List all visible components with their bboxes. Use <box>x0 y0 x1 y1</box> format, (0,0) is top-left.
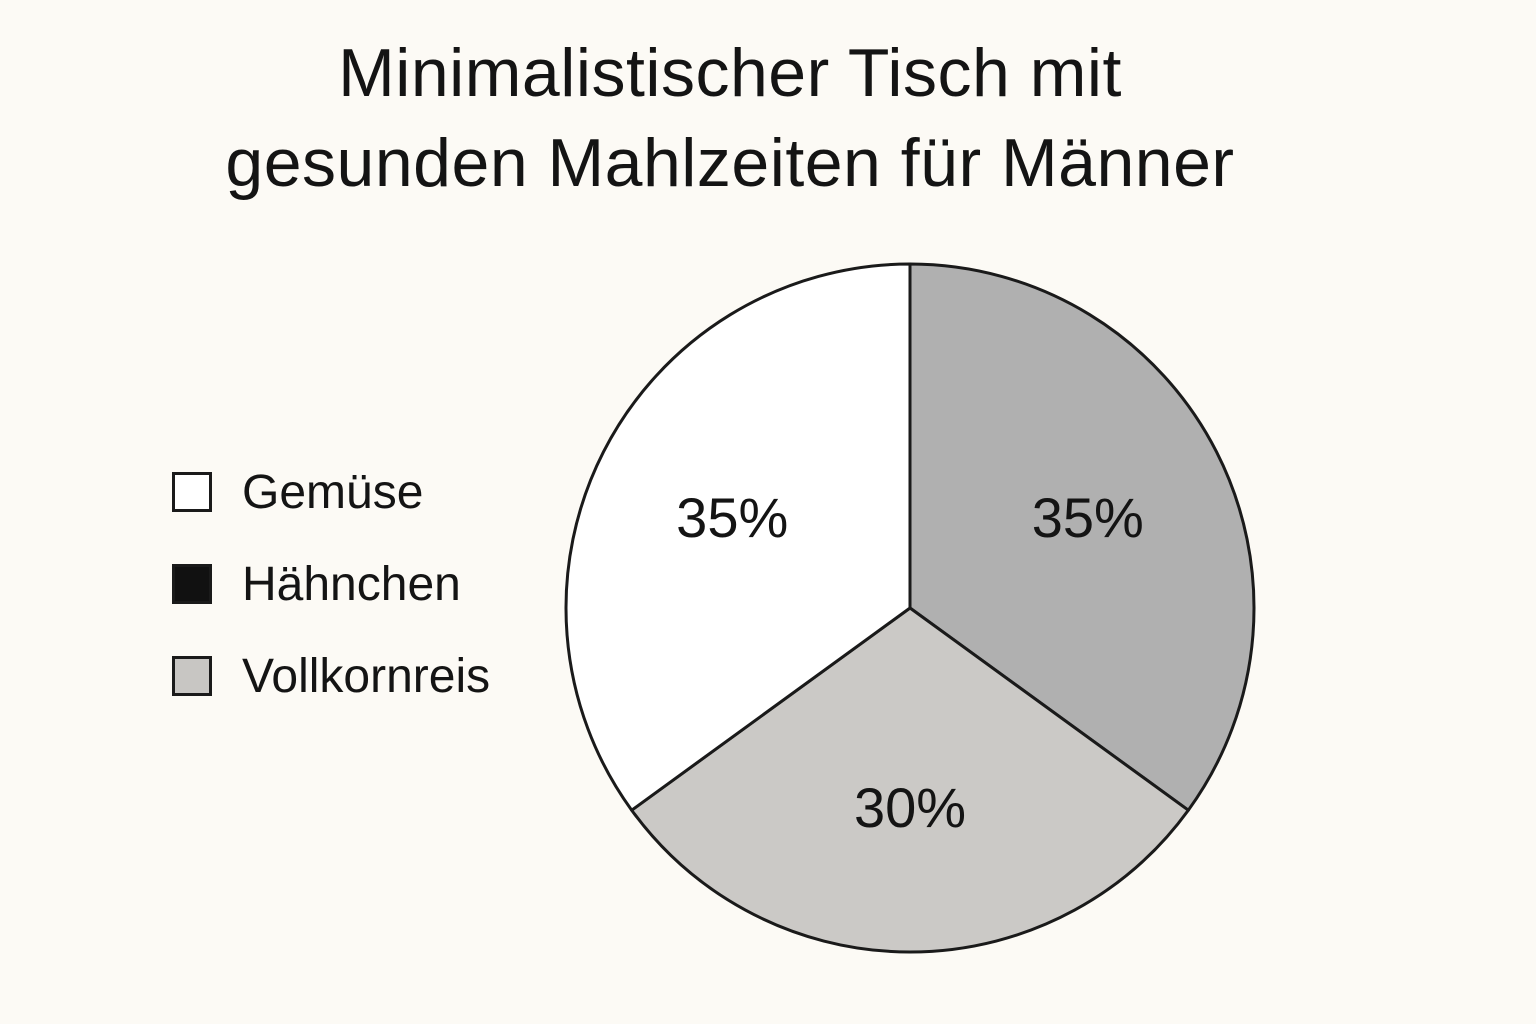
chart-legend: Gemüse Hähnchen Vollkornreis <box>172 446 490 722</box>
pie-slice-1 <box>908 262 1256 812</box>
pie-slice-label-2: 30% <box>854 776 966 839</box>
legend-label-haehnchen: Hähnchen <box>242 557 461 611</box>
pie-slice-label-3: 35% <box>676 486 788 549</box>
legend-label-gemuese: Gemüse <box>242 465 424 519</box>
legend-swatch-gemuese <box>172 472 212 512</box>
legend-item-gemuese: Gemüse <box>172 446 490 538</box>
legend-item-haehnchen: Hähnchen <box>172 538 490 630</box>
legend-item-vollkornreis: Vollkornreis <box>172 630 490 722</box>
pie-slice-labels: 35% 30% 35% <box>676 486 1144 839</box>
pie-slice-2 <box>630 606 1190 954</box>
chart-title-line-2: gesunden Mahlzeiten für Männer <box>225 125 1235 201</box>
chart-title-line-1: Minimalistischer Tisch mit <box>338 35 1122 111</box>
pie-slice-3 <box>564 262 912 812</box>
legend-label-vollkornreis: Vollkornreis <box>242 649 491 703</box>
pie-slice-label-1: 35% <box>1032 486 1144 549</box>
pie-slices <box>564 262 1256 954</box>
legend-swatch-haehnchen <box>172 564 212 604</box>
legend-swatch-vollkornreis <box>172 656 212 696</box>
chart-title: Minimalistischer Tisch mit gesunden Mahl… <box>0 28 1460 208</box>
